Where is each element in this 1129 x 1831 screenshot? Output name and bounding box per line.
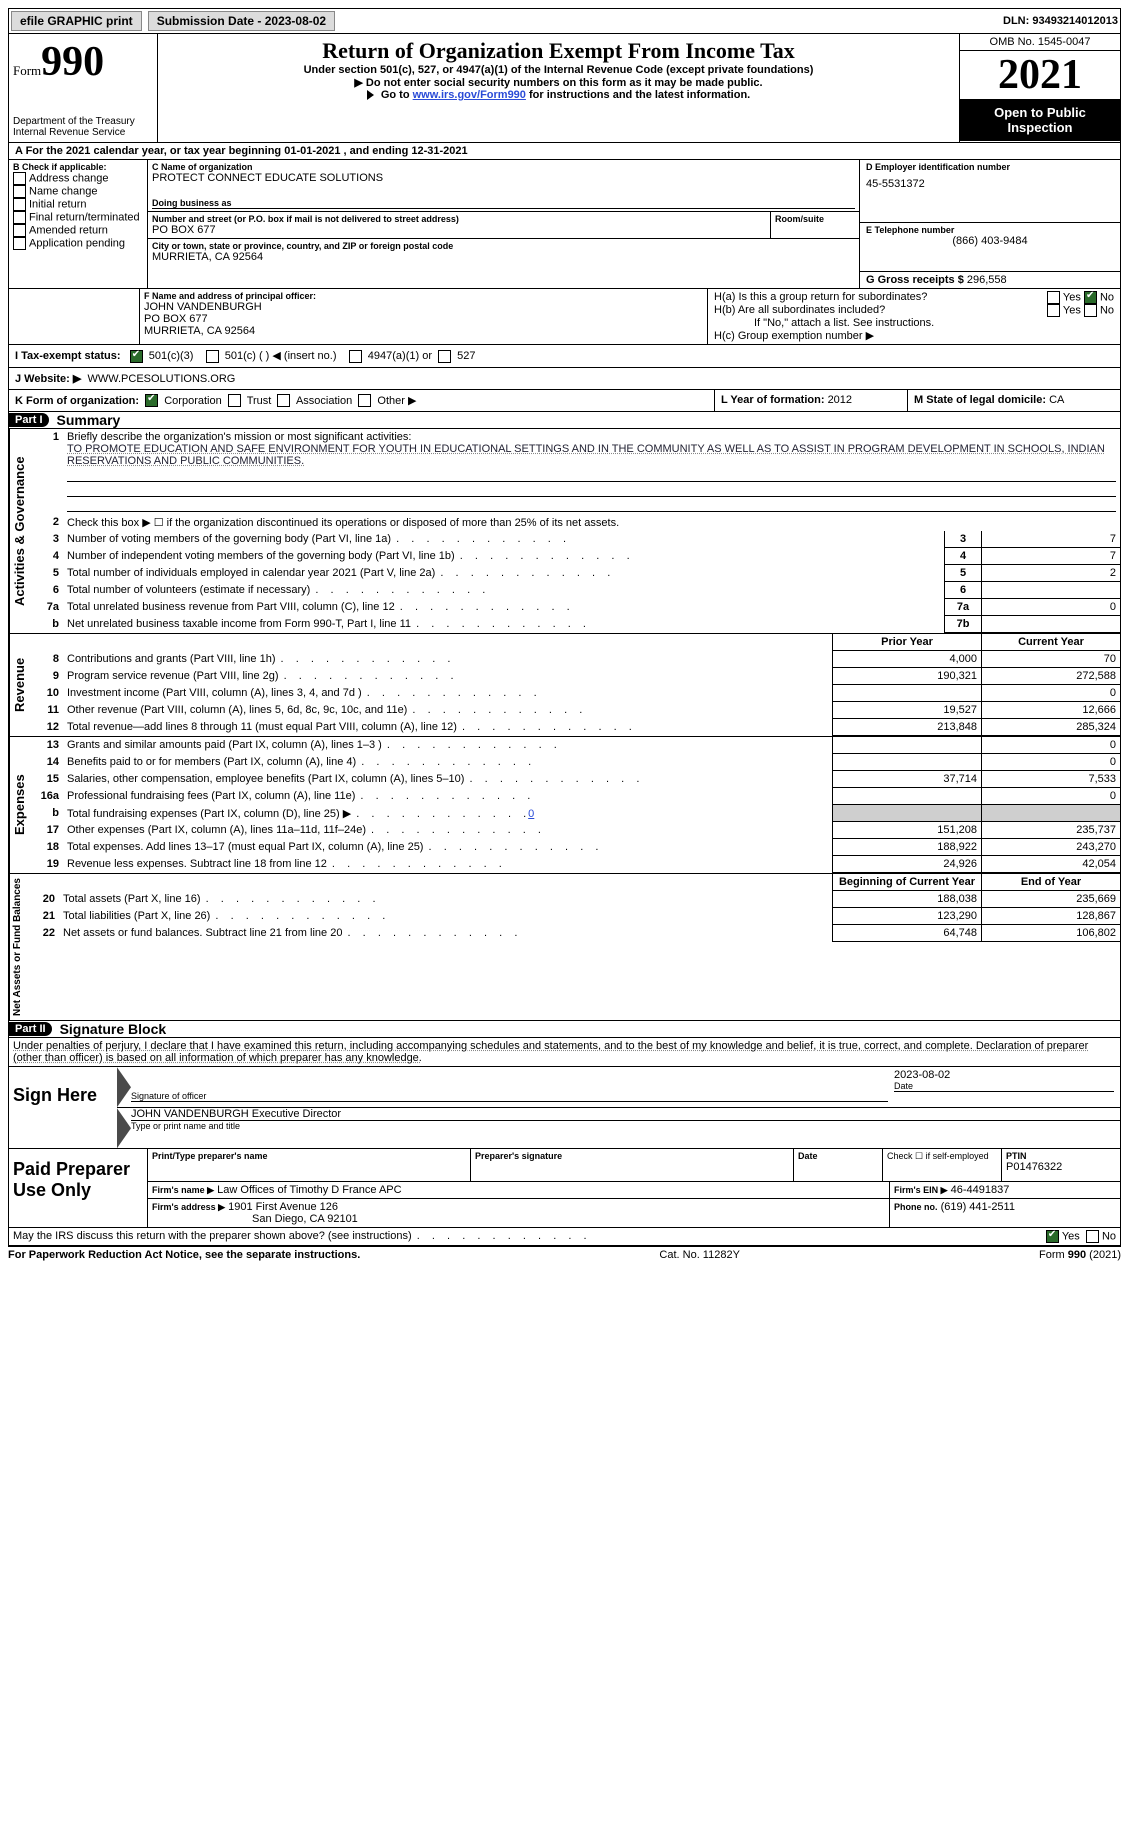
table-row: 16aProfessional fundraising fees (Part I… [29,788,1120,805]
part1-name: Summary [49,412,121,428]
irs-link[interactable]: www.irs.gov/Form990 [413,89,526,101]
line-k: K Form of organization: Corporation Trus… [9,390,715,412]
tax-year: 2021 [960,51,1120,99]
table-row: 21Total liabilities (Part X, line 26)123… [25,908,1120,925]
line-j: J Website: ▶ WWW.PCESOLUTIONS.ORG [9,368,1120,389]
footer: For Paperwork Reduction Act Notice, see … [8,1246,1121,1261]
side-netassets: Net Assets or Fund Balances [9,874,25,1020]
sig-caret-icon [117,1067,131,1107]
part2-label: Part II [9,1022,52,1036]
efile-print-button[interactable]: efile GRAPHIC print [11,11,142,31]
submission-button[interactable]: Submission Date - 2023-08-02 [148,11,335,31]
dept-treasury: Department of the Treasury [13,116,153,127]
form-word: Form [13,63,41,78]
line-i: I Tax-exempt status: 501(c)(3) 501(c) ( … [9,345,1120,368]
top-bar: efile GRAPHIC print Submission Date - 20… [8,8,1121,34]
org-street: PO BOX 677 [152,224,766,236]
ptin: P01476322 [1006,1161,1116,1173]
app-pending-check[interactable] [13,237,26,250]
sig-date: 2023-08-02 [894,1069,1114,1081]
section-de: D Employer identification number 45-5531… [859,160,1120,288]
table-row: bTotal fundraising expenses (Part IX, co… [29,805,1120,822]
part2-name: Signature Block [52,1021,167,1037]
line-a: A For the 2021 calendar year, or tax yea… [8,143,1121,160]
phone: (866) 403-9484 [866,235,1114,247]
firm-name: Law Offices of Timothy D France APC [217,1184,401,1196]
table-row: 17Other expenses (Part IX, column (A), l… [29,822,1120,839]
addr-change-check[interactable] [13,172,26,185]
name-change-check[interactable] [13,185,26,198]
section-c: C Name of organization PROTECT CONNECT E… [148,160,859,288]
sign-here: Sign Here [9,1067,117,1148]
website-url: WWW.PCESOLUTIONS.ORG [87,373,235,385]
officer-name: JOHN VANDENBURGH [144,301,703,313]
officer-printed: JOHN VANDENBURGH Executive Director [131,1108,1120,1121]
part1-label: Part I [9,413,49,427]
table-row: 12Total revenue—add lines 8 through 11 (… [29,719,1120,736]
amended-check[interactable] [13,224,26,237]
table-row: 18Total expenses. Add lines 13–17 (must … [29,839,1120,856]
ein: 45-5531372 [866,178,1114,190]
table-row: 13Grants and similar amounts paid (Part … [29,737,1120,754]
table-row: 8Contributions and grants (Part VIII, li… [29,651,1120,668]
table-row: 14Benefits paid to or for members (Part … [29,754,1120,771]
irs-label: Internal Revenue Service [13,127,153,138]
form-footer-right: Form 990 (2021) [1039,1249,1121,1261]
gross-receipts: 296,558 [967,274,1007,286]
table-row: 20Total assets (Part X, line 16)188,0382… [25,891,1120,908]
paid-preparer: Paid Preparer Use Only [9,1149,147,1227]
omb-number: OMB No. 1545-0047 [960,34,1120,51]
line-m: M State of legal domicile: CA [908,390,1120,412]
mission-text: TO PROMOTE EDUCATION AND SAFE ENVIRONMEN… [67,443,1105,467]
table-row: 19Revenue less expenses. Subtract line 1… [29,856,1120,873]
sig-caret-icon [117,1108,131,1148]
section-f: F Name and address of principal officer:… [140,289,708,344]
form-title: Return of Organization Exempt From Incom… [162,38,955,64]
table-row: 10Investment income (Part VIII, column (… [29,685,1120,702]
form-subtitle: Under section 501(c), 527, or 4947(a)(1)… [162,64,955,76]
declaration: Under penalties of perjury, I declare th… [9,1038,1120,1066]
side-expenses: Expenses [9,737,29,873]
line-l: L Year of formation: 2012 [715,390,908,412]
dln: DLN: 93493214012013 [1003,15,1118,27]
table-row: 15Salaries, other compensation, employee… [29,771,1120,788]
form-number: 990 [41,39,104,85]
may-discuss: May the IRS discuss this return with the… [9,1227,1120,1245]
ssn-note: Do not enter social security numbers on … [162,76,955,89]
open-inspection: Open to Public Inspection [960,99,1120,141]
goto-instruction: Go to www.irs.gov/Form990 for instructio… [162,89,955,101]
firm-ein: 46-4491837 [951,1184,1010,1196]
side-revenue: Revenue [9,634,29,736]
prep-phone: (619) 441-2511 [941,1201,1015,1213]
side-governance: Activities & Governance [9,429,29,633]
table-row: 11Other revenue (Part VIII, column (A), … [29,702,1120,719]
final-check[interactable] [13,211,26,224]
section-b: B Check if applicable: Address change Na… [9,160,148,288]
org-name: PROTECT CONNECT EDUCATE SOLUTIONS [152,172,855,184]
org-city: MURRIETA, CA 92564 [152,251,855,263]
initial-check[interactable] [13,198,26,211]
section-h: H(a) Is this a group return for subordin… [708,289,1120,344]
table-row: 22Net assets or fund balances. Subtract … [25,925,1120,942]
table-row: 9Program service revenue (Part VIII, lin… [29,668,1120,685]
form-header: Form990 Department of the Treasury Inter… [8,34,1121,143]
